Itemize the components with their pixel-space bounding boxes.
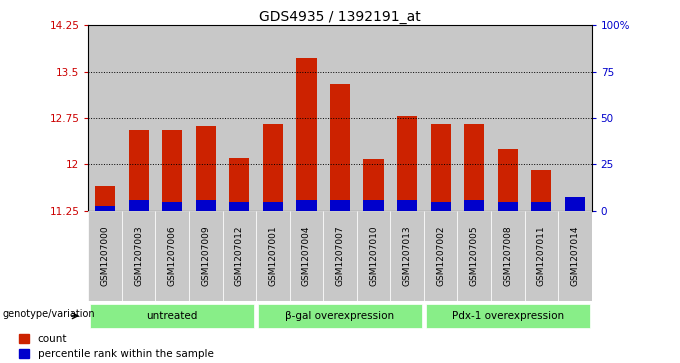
Bar bbox=[390, 211, 424, 301]
Bar bbox=[390, 25, 424, 211]
Title: GDS4935 / 1392191_at: GDS4935 / 1392191_at bbox=[259, 11, 421, 24]
Bar bbox=[196, 126, 216, 211]
Bar bbox=[430, 124, 451, 211]
Bar bbox=[491, 211, 524, 301]
Bar bbox=[129, 200, 149, 211]
Text: β-gal overexpression: β-gal overexpression bbox=[286, 311, 394, 321]
Bar bbox=[163, 130, 182, 211]
Bar bbox=[458, 211, 491, 301]
Bar bbox=[222, 25, 256, 211]
Bar bbox=[296, 58, 316, 211]
Text: GSM1207005: GSM1207005 bbox=[470, 225, 479, 286]
Bar bbox=[364, 159, 384, 211]
Bar bbox=[229, 158, 250, 211]
Bar bbox=[397, 200, 417, 211]
Text: GSM1207011: GSM1207011 bbox=[537, 225, 546, 286]
Bar bbox=[426, 303, 590, 328]
Bar bbox=[458, 25, 491, 211]
Bar bbox=[397, 116, 417, 211]
Bar bbox=[256, 211, 290, 301]
Bar bbox=[290, 25, 323, 211]
Text: GSM1207001: GSM1207001 bbox=[269, 225, 277, 286]
Bar bbox=[464, 124, 484, 211]
Bar bbox=[156, 25, 189, 211]
Bar bbox=[196, 200, 216, 211]
Text: GSM1207008: GSM1207008 bbox=[503, 225, 512, 286]
Bar bbox=[88, 211, 122, 301]
Bar bbox=[88, 25, 122, 211]
Bar bbox=[323, 211, 357, 301]
Bar bbox=[330, 200, 350, 211]
Bar bbox=[424, 25, 458, 211]
Text: GSM1207004: GSM1207004 bbox=[302, 226, 311, 286]
Bar bbox=[524, 25, 558, 211]
Bar bbox=[122, 25, 156, 211]
Text: GSM1207013: GSM1207013 bbox=[403, 225, 411, 286]
Bar bbox=[323, 25, 357, 211]
Bar bbox=[95, 206, 115, 211]
Bar bbox=[256, 25, 290, 211]
Bar bbox=[424, 211, 458, 301]
Bar bbox=[498, 149, 517, 211]
Bar bbox=[163, 202, 182, 211]
Text: GSM1207007: GSM1207007 bbox=[335, 225, 345, 286]
Bar bbox=[90, 303, 254, 328]
Bar bbox=[129, 130, 149, 211]
Bar bbox=[290, 211, 323, 301]
Bar bbox=[222, 211, 256, 301]
Bar bbox=[357, 211, 390, 301]
Bar bbox=[189, 25, 222, 211]
Bar bbox=[296, 200, 316, 211]
Bar bbox=[430, 202, 451, 211]
Bar bbox=[364, 200, 384, 211]
Bar bbox=[531, 202, 551, 211]
Bar bbox=[330, 84, 350, 211]
Text: GSM1207000: GSM1207000 bbox=[101, 225, 109, 286]
Text: GSM1207002: GSM1207002 bbox=[436, 226, 445, 286]
Text: GSM1207014: GSM1207014 bbox=[571, 226, 579, 286]
Bar bbox=[565, 210, 585, 211]
Bar bbox=[558, 211, 592, 301]
Bar bbox=[464, 200, 484, 211]
Text: GSM1207003: GSM1207003 bbox=[134, 225, 143, 286]
Bar bbox=[229, 202, 250, 211]
Bar bbox=[357, 25, 390, 211]
Bar bbox=[498, 202, 517, 211]
Bar bbox=[531, 170, 551, 211]
Bar bbox=[95, 186, 115, 211]
Text: genotype/variation: genotype/variation bbox=[3, 309, 95, 319]
Legend: count, percentile rank within the sample: count, percentile rank within the sample bbox=[19, 334, 214, 359]
Text: untreated: untreated bbox=[147, 311, 198, 321]
Bar bbox=[189, 211, 222, 301]
Bar bbox=[524, 211, 558, 301]
Text: GSM1207006: GSM1207006 bbox=[168, 225, 177, 286]
Text: GSM1207010: GSM1207010 bbox=[369, 225, 378, 286]
Text: GSM1207009: GSM1207009 bbox=[201, 225, 210, 286]
Bar bbox=[122, 211, 156, 301]
Bar bbox=[258, 303, 422, 328]
Bar bbox=[263, 124, 283, 211]
Bar bbox=[263, 202, 283, 211]
Bar bbox=[156, 211, 189, 301]
Bar bbox=[565, 197, 585, 211]
Bar bbox=[491, 25, 524, 211]
Text: GSM1207012: GSM1207012 bbox=[235, 226, 244, 286]
Text: Pdx-1 overexpression: Pdx-1 overexpression bbox=[452, 311, 564, 321]
Bar bbox=[558, 25, 592, 211]
